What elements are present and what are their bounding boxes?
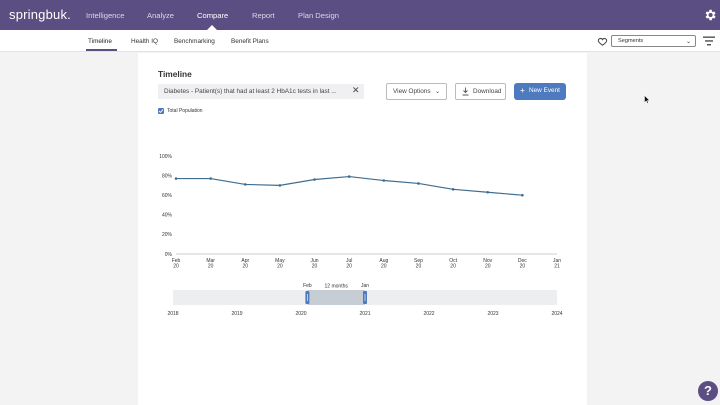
y-tick-label: 40% (162, 213, 173, 219)
data-point (486, 190, 490, 194)
x-tick-label-month: Aug (379, 258, 388, 264)
mouse-cursor (644, 95, 650, 104)
heart-icon[interactable] (597, 36, 608, 47)
logo[interactable]: springbuk. (9, 7, 71, 22)
x-tick-label-month: May (275, 258, 285, 264)
x-tick-label-year: 21 (554, 264, 560, 270)
x-tick-label-month: Mar (206, 258, 215, 264)
top-nav: springbuk. Intelligence Analyze Compare … (0, 0, 720, 30)
active-tab-underline (86, 49, 117, 51)
data-point (313, 178, 316, 181)
sub-nav: Timeline Health IQ Benchmarking Benefit … (0, 30, 720, 52)
x-tick-label-year: 20 (346, 264, 352, 270)
new-event-label: New Event (529, 87, 560, 94)
x-tick-label-month: Jun (311, 258, 319, 264)
nav-analyze[interactable]: Analyze (147, 11, 175, 20)
range-year-label: 2019 (231, 311, 242, 317)
segments-select-value: Segments (618, 38, 644, 44)
download-button[interactable]: Download (455, 83, 506, 100)
range-year-label: 2022 (423, 311, 434, 317)
y-tick-label: 20% (162, 232, 173, 238)
y-tick-label: 60% (162, 193, 173, 199)
active-nav-indicator (207, 25, 217, 30)
x-tick-label-year: 20 (312, 264, 318, 270)
data-point (209, 177, 212, 180)
x-tick-label-year: 20 (208, 264, 214, 270)
tab-timeline[interactable]: Timeline (88, 38, 112, 45)
gear-icon[interactable] (703, 8, 717, 22)
x-tick-label-month: Sep (414, 258, 423, 264)
nav-compare[interactable]: Compare (197, 11, 229, 20)
new-event-button[interactable]: + New Event (514, 83, 566, 100)
x-tick-label-year: 20 (520, 264, 526, 270)
x-tick-label-month: Oct (449, 258, 457, 264)
x-tick-label-month: Jan (553, 258, 561, 264)
help-button[interactable]: ? (698, 381, 718, 401)
data-point (243, 183, 247, 186)
x-tick-label-month: Nov (483, 258, 492, 264)
plus-icon: + (520, 85, 525, 95)
range-year-label: 2018 (167, 311, 178, 317)
timeline-card: Timeline Diabetes - Patient(s) that had … (138, 53, 587, 405)
x-tick-label-month: Apr (241, 258, 249, 264)
tab-benefit-plans[interactable]: Benefit Plans (231, 38, 269, 45)
chevron-down-icon: ⌄ (685, 39, 691, 45)
range-year-label: 2021 (359, 311, 370, 317)
total-population-checkbox[interactable] (158, 108, 164, 114)
legend-label: Total Population (167, 108, 203, 114)
x-tick-label-year: 20 (416, 264, 422, 270)
x-tick-label-year: 20 (242, 264, 248, 270)
metric-selector[interactable]: Diabetes - Patient(s) that had at least … (158, 84, 364, 99)
x-tick-label-month: Feb (172, 258, 181, 264)
timeline-chart: 0%20%40%60%80%100%Feb20Mar20Apr20May20Ju… (159, 154, 563, 317)
series-line (176, 175, 523, 196)
data-point (521, 193, 524, 197)
data-point (417, 182, 420, 185)
nav-intelligence[interactable]: Intelligence (86, 11, 125, 20)
range-start-label: Feb (303, 283, 312, 289)
range-end-label: Jan (361, 283, 369, 289)
x-tick-label-year: 20 (450, 264, 456, 270)
y-tick-label: 100% (159, 154, 172, 160)
chevron-down-icon: ⌄ (434, 89, 440, 95)
view-options-button[interactable]: View Options ⌄ (386, 83, 447, 100)
range-selection (307, 290, 365, 305)
page-title: Timeline (158, 69, 192, 79)
segments-select[interactable]: Segments ⌄ (611, 35, 696, 47)
y-tick-label: 80% (162, 173, 173, 179)
download-icon (462, 87, 469, 96)
range-year-label: 2024 (551, 311, 562, 317)
range-year-label: 2020 (295, 311, 306, 317)
x-tick-label-month: Jul (346, 258, 352, 264)
range-year-label: 2023 (487, 311, 498, 317)
tab-benchmarking[interactable]: Benchmarking (174, 38, 215, 45)
x-tick-label-month: Dec (518, 258, 527, 264)
x-tick-label-year: 20 (485, 264, 491, 270)
y-tick-label: 0% (165, 252, 173, 258)
nav-report[interactable]: Report (252, 11, 275, 20)
close-icon[interactable]: ✕ (352, 85, 360, 95)
data-point (174, 177, 178, 180)
x-tick-label-year: 20 (173, 264, 179, 270)
filter-icon[interactable] (703, 36, 715, 46)
range-span-label: 12 months (325, 284, 349, 290)
nav-plan-design[interactable]: Plan Design (298, 11, 339, 20)
tab-health-iq[interactable]: Health IQ (131, 38, 158, 45)
download-label: Download (473, 88, 502, 95)
data-point (347, 175, 351, 178)
data-point (382, 179, 386, 182)
data-point (278, 184, 282, 187)
view-options-label: View Options (393, 88, 431, 95)
data-point (451, 188, 455, 191)
x-tick-label-year: 20 (381, 264, 387, 270)
x-tick-label-year: 20 (277, 264, 283, 270)
